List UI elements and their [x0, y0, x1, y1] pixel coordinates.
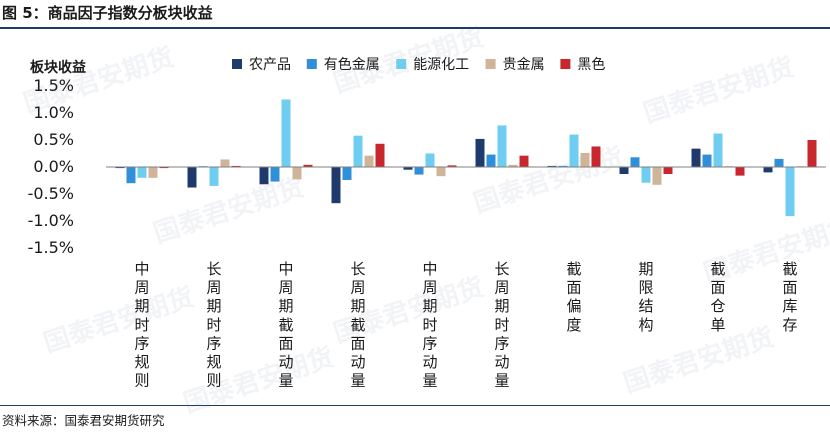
bar	[331, 167, 341, 204]
y-tick-label: -1.0%	[28, 211, 74, 230]
bars	[115, 99, 817, 217]
bar	[663, 167, 673, 175]
bar	[259, 167, 269, 185]
bar	[630, 157, 640, 167]
x-tick-label: 中周期截面动量	[278, 260, 293, 390]
bar	[785, 167, 795, 217]
bar	[641, 167, 651, 183]
bar	[652, 167, 662, 185]
y-tick-label: 1.5%	[33, 76, 74, 95]
bar	[414, 167, 424, 175]
bar	[364, 155, 374, 167]
bar	[497, 125, 507, 167]
source-note: 资料来源：国泰君安期货研究	[2, 413, 165, 428]
bar	[569, 134, 579, 167]
legend-label: 农产品	[249, 57, 291, 73]
legend-label: 黑色	[577, 56, 605, 73]
y-axis-label: 板块收益	[30, 59, 86, 76]
legend-label: 能源化工	[413, 57, 469, 73]
bar	[475, 138, 485, 167]
x-tick-label: 长周期截面动量	[350, 260, 365, 390]
x-tick-label: 截面仓单	[710, 260, 725, 334]
y-tick-label: 0.0%	[33, 157, 74, 176]
bar	[303, 164, 313, 167]
bar	[115, 167, 125, 169]
bar	[547, 165, 557, 167]
bar	[220, 159, 230, 167]
x-axis-labels: 中周期时序规则 长周期时序规则 中周期截面动量 长周期截面动量 中周期时序动量 长周期时序…	[134, 260, 797, 390]
y-tick-label: 0.5%	[33, 130, 74, 149]
bar	[702, 154, 712, 167]
bar	[436, 167, 446, 177]
bar	[425, 153, 435, 167]
bar	[281, 99, 291, 167]
y-axis: 1.5% 1.0% 0.5% 0.0% -0.5% -1.0% -1.5%	[28, 76, 74, 257]
legend-swatch	[306, 59, 317, 69]
bar	[447, 165, 457, 167]
x-tick-label: 中周期时序规则	[134, 260, 149, 390]
figure-title: 图 5：商品因子指数分板块收益	[2, 4, 213, 22]
bar	[763, 167, 773, 173]
y-tick-label: -1.5%	[28, 238, 74, 257]
legend-swatch	[560, 59, 571, 69]
y-tick-label: -0.5%	[28, 184, 74, 203]
x-tick-label: 截面库存	[782, 260, 797, 334]
bar	[159, 167, 169, 169]
legend-swatch	[485, 59, 496, 69]
bar	[580, 152, 590, 167]
bar	[519, 155, 529, 167]
bar	[619, 167, 629, 175]
bar	[148, 167, 158, 178]
legend-swatch	[232, 59, 242, 69]
bar	[774, 158, 784, 167]
bar-chart: 板块收益 农产品 有色金属 能源化工 贵金属 黑色 1.5% 1.0% 0.5% 0.0% -0…	[28, 56, 826, 390]
x-tick-label: 中周期时序动量	[422, 260, 437, 390]
legend: 农产品 有色金属 能源化工 贵金属 黑色	[232, 56, 605, 73]
bar	[292, 167, 302, 180]
title-divider	[0, 27, 830, 29]
bar	[508, 164, 518, 167]
legend-label: 有色金属	[324, 56, 380, 73]
x-tick-label: 长周期时序规则	[206, 260, 221, 390]
legend-swatch	[396, 59, 407, 69]
bar	[126, 167, 136, 184]
source-divider	[0, 405, 830, 406]
x-tick-label: 期限结构	[638, 260, 653, 334]
bar	[187, 167, 197, 188]
legend-label: 贵金属	[503, 57, 545, 73]
y-tick-label: 1.0%	[33, 103, 74, 122]
bar	[691, 148, 701, 167]
bar	[735, 167, 745, 176]
x-tick-label: 截面偏度	[566, 260, 581, 334]
bar	[807, 140, 817, 167]
bar	[713, 133, 723, 167]
bar	[403, 167, 413, 170]
bar	[486, 154, 496, 167]
bar	[375, 143, 385, 167]
bar	[137, 167, 147, 178]
bar	[209, 167, 219, 186]
bar	[342, 167, 352, 180]
bar	[353, 135, 363, 167]
bar	[558, 165, 568, 167]
x-tick-label: 长周期时序动量	[494, 260, 509, 390]
bar	[270, 167, 280, 182]
bar	[591, 146, 601, 167]
bar	[231, 165, 241, 167]
